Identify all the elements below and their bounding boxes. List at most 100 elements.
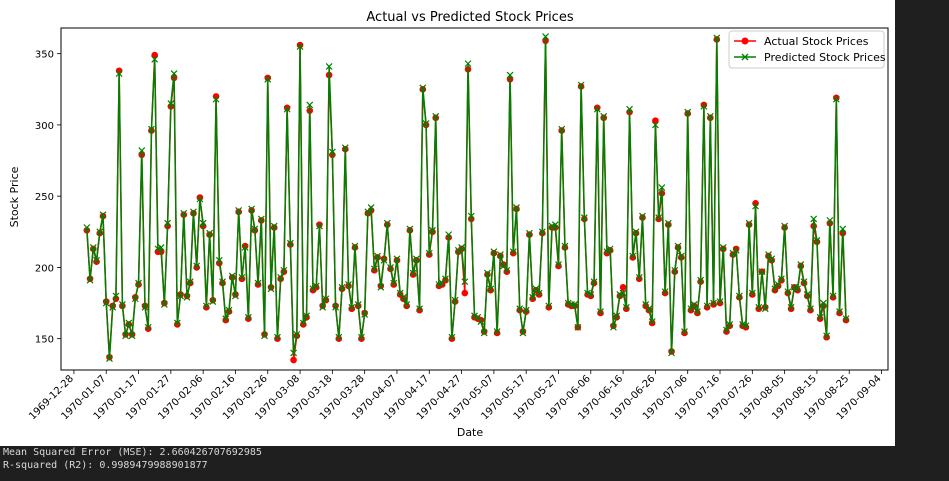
actual-point xyxy=(807,306,814,314)
y-tick-label: 300 xyxy=(35,121,54,132)
output-r2: R-squared (R2): 0.9989479988901877 xyxy=(3,460,208,471)
actual-point xyxy=(409,271,417,278)
predicted-point xyxy=(613,312,621,320)
actual-point xyxy=(529,295,536,303)
predicted-point xyxy=(367,204,375,211)
predicted-point xyxy=(109,303,117,311)
predicted-point xyxy=(177,292,184,300)
predicted-point xyxy=(703,302,711,310)
actual-point xyxy=(448,335,456,342)
predicted-point xyxy=(190,208,197,216)
predicted-point xyxy=(193,262,201,270)
actual-point xyxy=(245,315,252,323)
predicted-point xyxy=(674,242,682,250)
predicted-point xyxy=(112,292,120,300)
predicted-point xyxy=(771,285,779,293)
legend-label-predicted: Predicted Stock Prices xyxy=(764,51,886,64)
predicted-point xyxy=(577,81,585,89)
actual-point xyxy=(299,321,307,328)
actual-point xyxy=(296,41,304,49)
predicted-point xyxy=(257,215,265,223)
actual-point xyxy=(222,316,230,324)
predicted-point xyxy=(225,306,233,314)
predicted-point xyxy=(619,289,627,297)
predicted-point xyxy=(183,293,191,301)
predicted-point xyxy=(148,125,155,133)
predicted-point xyxy=(807,305,814,313)
predicted-point xyxy=(215,256,223,264)
predicted-point xyxy=(597,308,604,315)
predicted-point xyxy=(354,301,362,308)
actual-point xyxy=(151,51,158,59)
actual-point xyxy=(833,94,840,102)
predicted-point xyxy=(89,244,97,251)
predicted-point xyxy=(687,305,695,313)
predicted-point xyxy=(542,33,549,40)
predicted-point xyxy=(483,269,491,277)
predicted-point xyxy=(228,272,236,280)
predicted-point xyxy=(719,244,727,251)
predicted-point xyxy=(490,248,498,256)
legend: Actual Stock Prices Predicted Stock Pric… xyxy=(728,30,886,69)
predicted-point xyxy=(387,263,394,271)
actual-point xyxy=(545,304,553,311)
figure: Actual vs Predicted Stock Prices 150 200 2… xyxy=(0,0,895,446)
predicted-point xyxy=(303,312,310,320)
actual-point xyxy=(703,304,711,311)
actual-point xyxy=(335,335,343,342)
predicted-point xyxy=(364,208,372,216)
predicted-point xyxy=(755,303,763,311)
predicted-point xyxy=(122,332,130,340)
predicted-point xyxy=(390,279,398,287)
predicted-point xyxy=(325,63,333,70)
actual-point xyxy=(816,315,824,323)
predicted-point xyxy=(677,252,685,260)
predicted-point xyxy=(532,285,540,293)
predicted-point xyxy=(571,301,579,308)
predicted-point xyxy=(442,275,449,283)
predicted-point xyxy=(164,219,172,227)
predicted-point xyxy=(274,333,281,341)
predicted-point xyxy=(370,265,378,273)
actual-point xyxy=(493,329,501,337)
actual-point xyxy=(555,262,562,270)
actual-point xyxy=(535,291,543,298)
predicted-point xyxy=(761,305,769,313)
predicted-point xyxy=(829,292,837,300)
actual-point xyxy=(274,335,281,342)
predicted-point xyxy=(212,95,220,103)
predicted-point xyxy=(752,202,759,210)
actual-point xyxy=(700,101,708,109)
plot-area xyxy=(60,27,889,371)
predicted-point xyxy=(600,112,608,120)
predicted-point xyxy=(244,313,252,321)
actual-point xyxy=(316,221,323,228)
actual-point xyxy=(635,275,643,283)
predicted-point xyxy=(525,229,533,237)
predicted-point xyxy=(538,228,546,236)
predicted-point xyxy=(219,278,226,286)
predicted-point xyxy=(319,303,327,311)
predicted-point xyxy=(383,219,391,227)
predicted-point xyxy=(626,105,633,113)
actual-point xyxy=(461,289,469,297)
predicted-point xyxy=(232,292,239,300)
predicted-point xyxy=(639,212,646,220)
actual-point xyxy=(842,316,850,324)
predicted-point xyxy=(241,244,249,251)
predicted-point xyxy=(293,330,301,338)
predicted-point xyxy=(296,43,304,50)
predicted-point xyxy=(151,55,159,63)
chart-title: Actual vs Predicted Stock Prices xyxy=(366,10,573,25)
predicted-point xyxy=(535,289,543,297)
predicted-point xyxy=(99,211,107,219)
predicted-point xyxy=(645,305,653,313)
predicted-point xyxy=(409,269,417,277)
predicted-point xyxy=(671,266,679,274)
y-axis-label: Stock Price xyxy=(8,166,21,227)
actual-point xyxy=(241,242,249,250)
predicted-point xyxy=(580,214,588,221)
predicted-point xyxy=(823,332,831,340)
actual-point xyxy=(238,275,246,283)
actual-point xyxy=(358,335,365,342)
